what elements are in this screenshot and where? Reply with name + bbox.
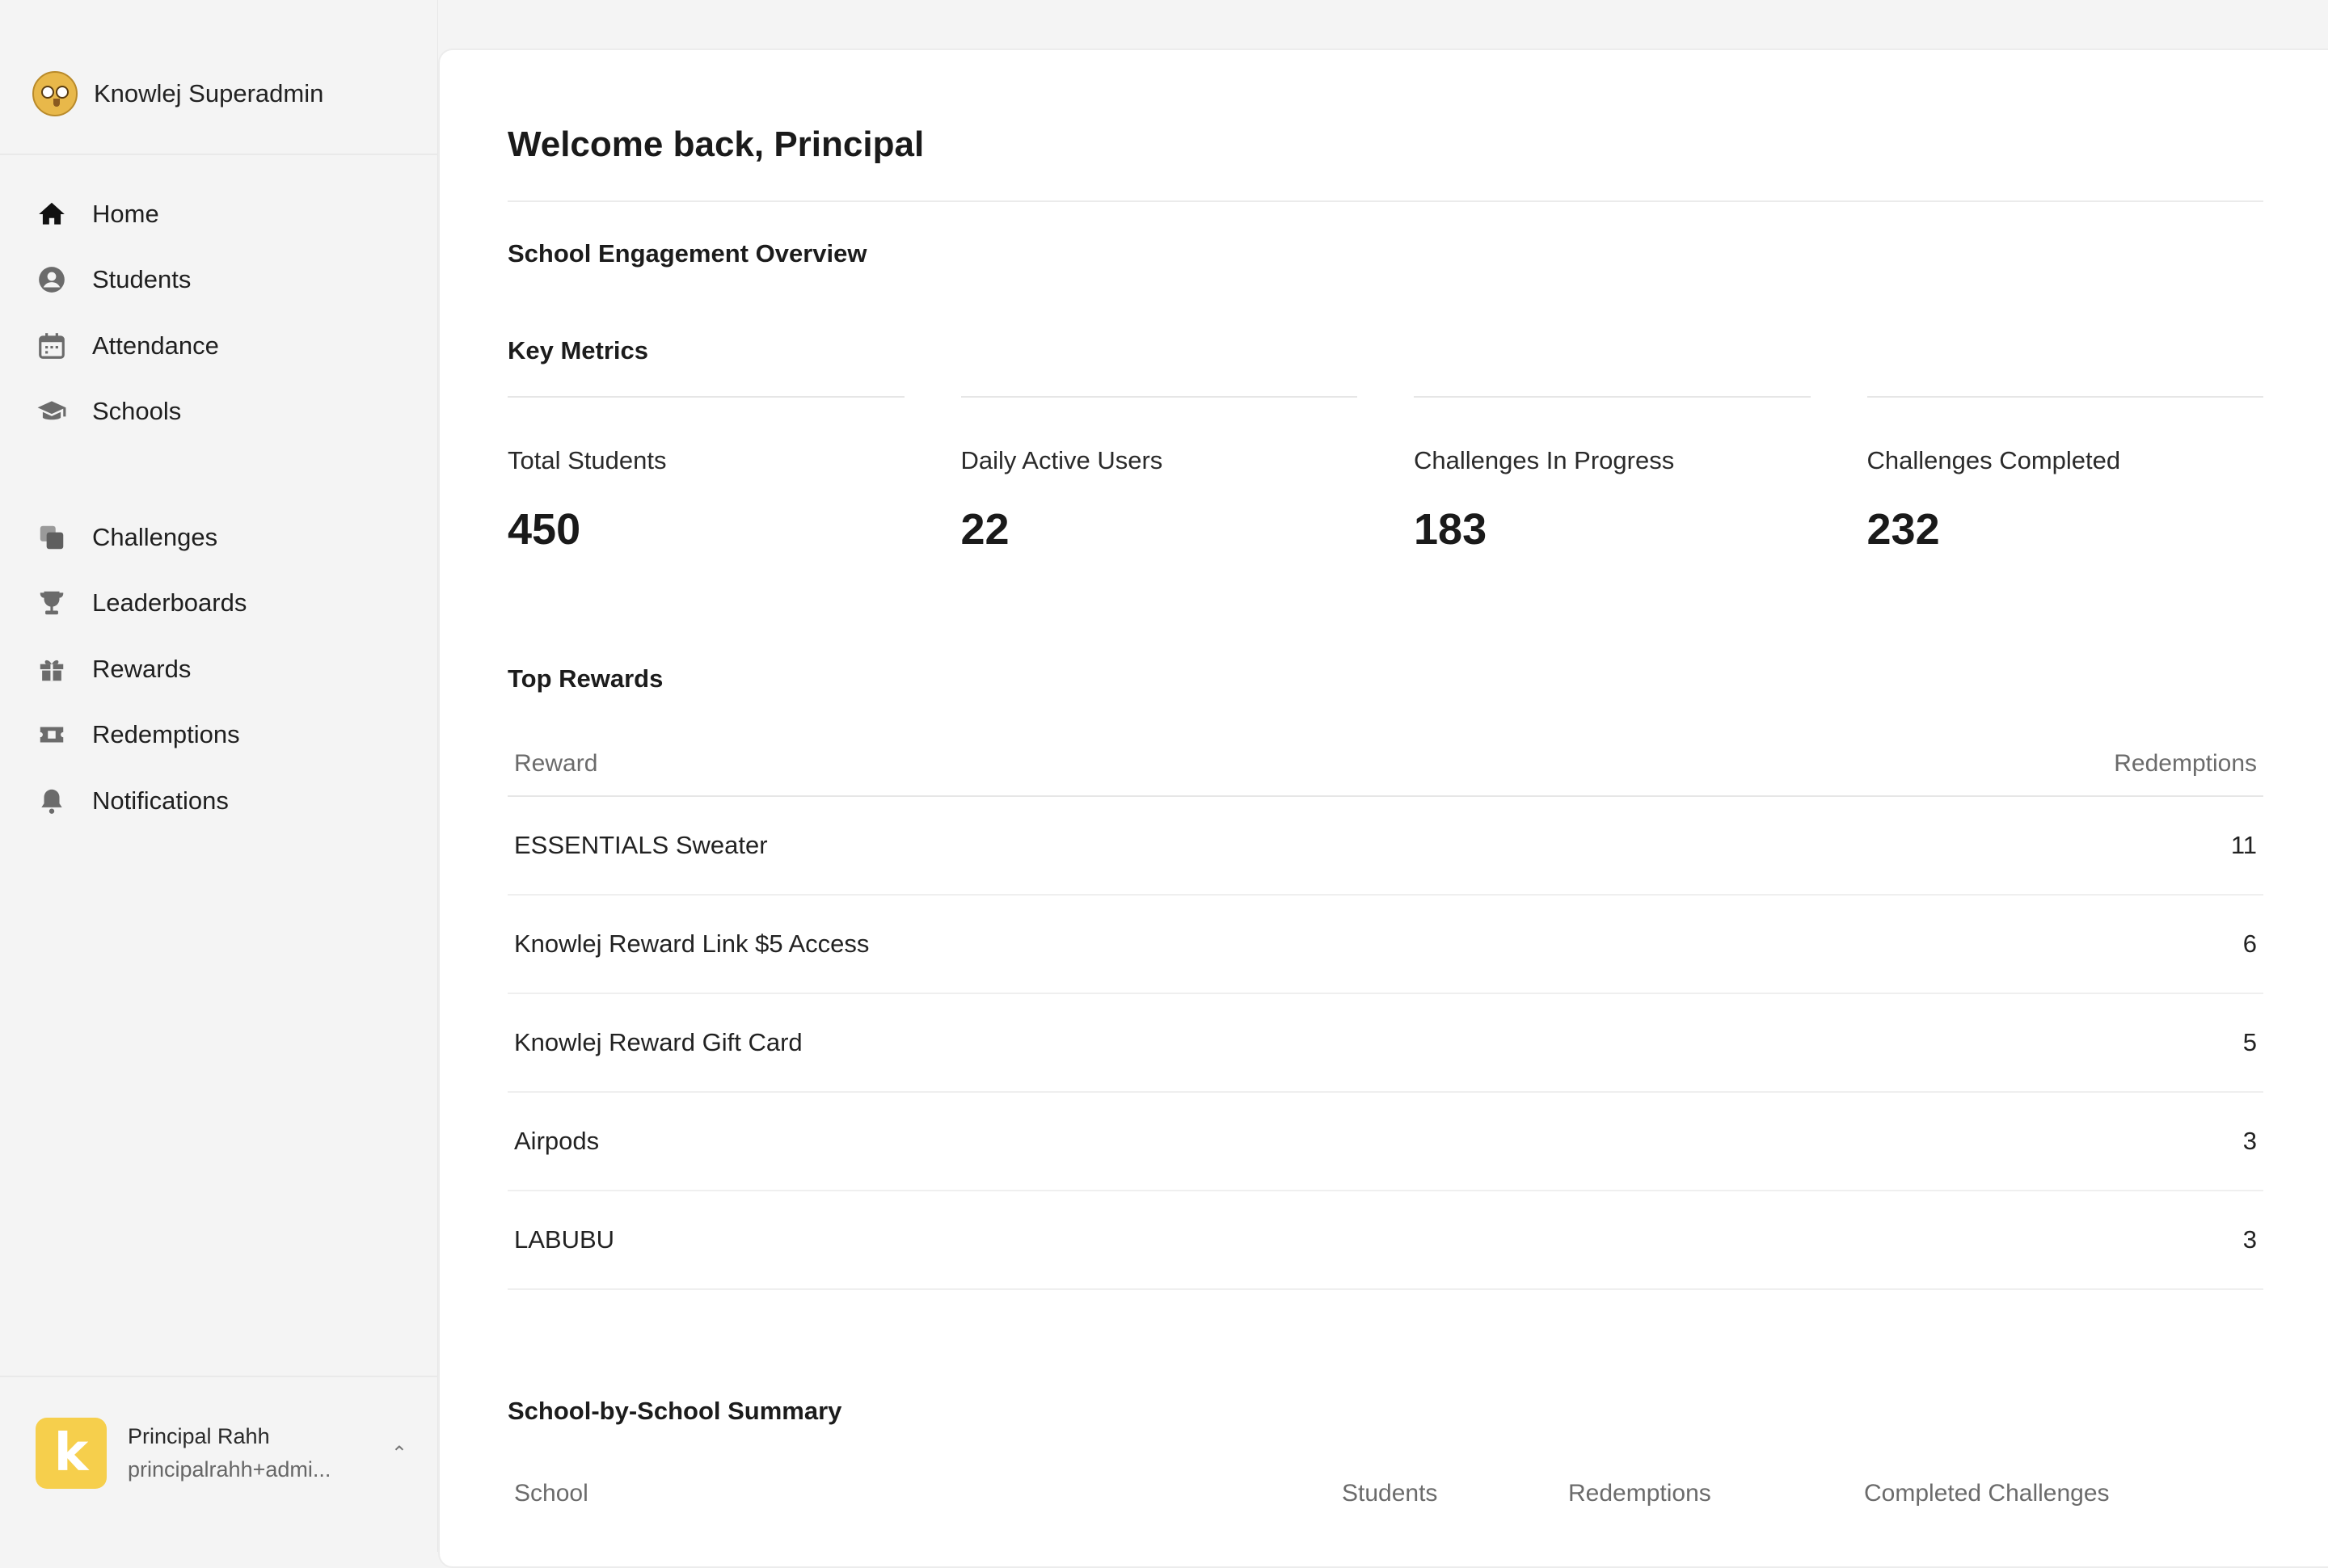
- nav-label: Leaderboards: [92, 588, 247, 618]
- home-icon: [36, 198, 68, 230]
- table-header: School Students Redemptions Completed Ch…: [508, 1461, 2263, 1526]
- nav-item-home[interactable]: Home: [36, 181, 415, 247]
- metric-label: Daily Active Users: [960, 446, 1163, 474]
- reward-name: ESSENTIALS Sweater: [514, 831, 768, 859]
- nav-item-rewards[interactable]: Rewards: [36, 636, 415, 702]
- reward-redemptions: 3: [2242, 1127, 2257, 1155]
- section-title-overview: School Engagement Overview: [508, 239, 867, 268]
- user-menu[interactable]: k Principal Rahh principalrahh+admi... ⌃: [36, 1414, 407, 1492]
- reward-name: Airpods: [514, 1127, 600, 1155]
- org-switcher[interactable]: Knowlej Superadmin: [32, 71, 323, 116]
- secondary-nav: Challenges Leaderboards Rewards Redempti…: [36, 504, 415, 834]
- graduation-cap-icon: [36, 395, 68, 428]
- nav-item-attendance[interactable]: Attendance: [36, 313, 415, 379]
- table-header: Reward Redemptions: [508, 732, 2263, 797]
- reward-redemptions: 6: [2242, 929, 2257, 958]
- divider: [508, 200, 2263, 202]
- metric-challenges-completed: Challenges Completed 232: [1866, 396, 2263, 554]
- school-summary-table: School Students Redemptions Completed Ch…: [508, 1461, 2263, 1526]
- trophy-icon: [36, 587, 68, 619]
- metric-challenges-in-progress: Challenges In Progress 183: [1414, 396, 1811, 554]
- stacked-squares-icon: [36, 521, 68, 554]
- user-info: Principal Rahh principalrahh+admi...: [128, 1424, 370, 1482]
- metric-value: 450: [508, 505, 581, 554]
- sidebar: Knowlej Superadmin Home Students Attenda…: [0, 0, 438, 1552]
- metric-value: 183: [1414, 505, 1487, 554]
- bell-icon: [36, 785, 68, 817]
- table-row[interactable]: Knowlej Reward Link $5 Access 6: [508, 896, 2263, 994]
- reward-redemptions: 5: [2242, 1028, 2257, 1056]
- table-row[interactable]: LABUBU 3: [508, 1191, 2263, 1290]
- metrics-grid: Total Students 450 Daily Active Users 22…: [508, 396, 2263, 554]
- primary-nav: Home Students Attendance Schools: [36, 181, 415, 445]
- page-title: Welcome back, Principal: [508, 124, 925, 164]
- nav-label: Rewards: [92, 654, 192, 683]
- section-title-school-summary: School-by-School Summary: [508, 1397, 842, 1425]
- chevron-up-icon[interactable]: ⌃: [390, 1442, 407, 1465]
- nav-label: Attendance: [92, 331, 219, 360]
- ticket-icon: [36, 719, 68, 751]
- metric-value: 232: [1866, 505, 1940, 554]
- nav-label: Schools: [92, 397, 182, 426]
- divider: [0, 1376, 438, 1377]
- nav-label: Redemptions: [92, 720, 240, 749]
- nav-item-notifications[interactable]: Notifications: [36, 768, 415, 834]
- divider: [0, 154, 438, 155]
- nav-item-schools[interactable]: Schools: [36, 379, 415, 445]
- column-header-reward: Reward: [514, 750, 598, 777]
- user-email: principalrahh+admi...: [128, 1457, 331, 1482]
- nav-item-challenges[interactable]: Challenges: [36, 504, 415, 571]
- user-circle-icon: [36, 263, 68, 296]
- nav-item-redemptions[interactable]: Redemptions: [36, 702, 415, 769]
- reward-redemptions: 11: [2230, 831, 2257, 859]
- nav-item-leaderboards[interactable]: Leaderboards: [36, 571, 415, 637]
- main-card: [438, 48, 2328, 1568]
- table-row[interactable]: Airpods 3: [508, 1093, 2263, 1191]
- user-name: Principal Rahh: [128, 1424, 270, 1448]
- gift-icon: [36, 653, 68, 685]
- nav-label: Notifications: [92, 786, 229, 815]
- top-rewards-table: Reward Redemptions ESSENTIALS Sweater 11…: [508, 732, 2263, 1290]
- table-row[interactable]: Knowlej Reward Gift Card 5: [508, 994, 2263, 1093]
- column-header-completed-challenges: Completed Challenges: [1864, 1480, 2110, 1507]
- column-header-redemptions: Redemptions: [2114, 750, 2257, 777]
- section-title-key-metrics: Key Metrics: [508, 336, 649, 365]
- table-row[interactable]: ESSENTIALS Sweater 11: [508, 797, 2263, 896]
- metric-label: Total Students: [508, 446, 667, 474]
- section-title-top-rewards: Top Rewards: [508, 664, 664, 693]
- nav-label: Home: [92, 199, 159, 228]
- calendar-icon: [36, 330, 68, 362]
- reward-name: Knowlej Reward Link $5 Access: [514, 929, 870, 958]
- metric-total-students: Total Students 450: [508, 396, 905, 554]
- nav-label: Students: [92, 265, 192, 294]
- nav-item-students[interactable]: Students: [36, 247, 415, 314]
- org-name: Knowlej Superadmin: [94, 79, 324, 107]
- metric-label: Challenges Completed: [1866, 446, 2121, 474]
- column-header-redemptions: Redemptions: [1568, 1480, 1711, 1507]
- nav-label: Challenges: [92, 522, 218, 551]
- reward-name: LABUBU: [514, 1225, 615, 1254]
- column-header-students: Students: [1342, 1480, 1438, 1507]
- reward-redemptions: 3: [2242, 1225, 2257, 1254]
- metric-daily-active-users: Daily Active Users 22: [960, 396, 1357, 554]
- metric-value: 22: [960, 505, 1010, 554]
- metric-label: Challenges In Progress: [1414, 446, 1675, 474]
- owl-logo-icon: [32, 71, 78, 116]
- reward-name: Knowlej Reward Gift Card: [514, 1028, 803, 1056]
- avatar: k: [36, 1418, 107, 1489]
- column-header-school: School: [514, 1480, 588, 1507]
